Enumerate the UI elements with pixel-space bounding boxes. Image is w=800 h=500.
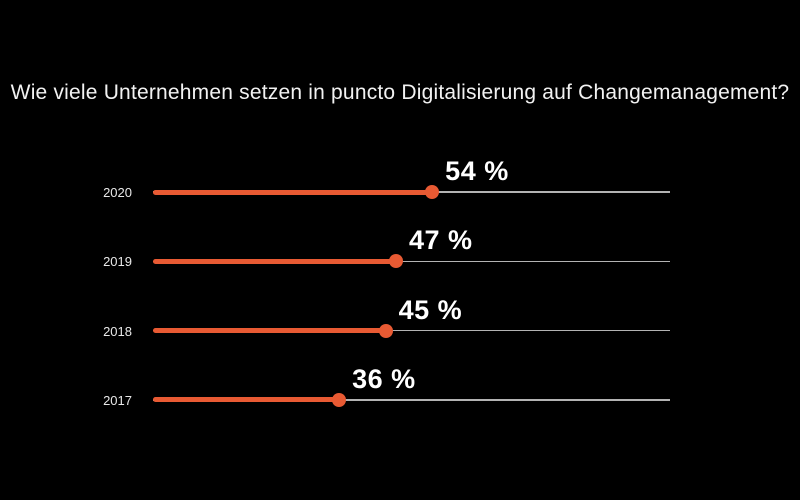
chart-row: 2018 45 % (0, 294, 800, 366)
value-dot (332, 392, 347, 407)
chart-row: 2017 36 % (0, 363, 800, 435)
track-line (153, 329, 670, 332)
value-dot (388, 254, 403, 269)
year-label: 2017 (103, 392, 132, 408)
track-line (153, 260, 670, 263)
value-bar (153, 397, 340, 403)
lollipop-chart: 2020 54 % 2019 47 % 2018 45 % 2017 (0, 156, 800, 457)
chart-title: Wie viele Unternehmen setzen in puncto D… (10, 81, 790, 104)
chart-row: 2019 47 % (0, 225, 800, 296)
value-dot (378, 323, 393, 338)
year-label: 2020 (103, 185, 132, 200)
value-label: 36 % (352, 363, 416, 394)
value-bar (153, 189, 433, 195)
value-bar (153, 258, 396, 264)
year-label: 2019 (103, 254, 132, 270)
year-label: 2018 (103, 323, 132, 339)
value-bar (153, 328, 386, 334)
chart-row: 2020 54 % (0, 156, 800, 227)
value-label: 45 % (398, 294, 463, 325)
value-dot (425, 185, 440, 199)
track-line (153, 399, 670, 401)
value-label: 47 % (408, 225, 473, 256)
value-label: 54 % (445, 156, 509, 186)
